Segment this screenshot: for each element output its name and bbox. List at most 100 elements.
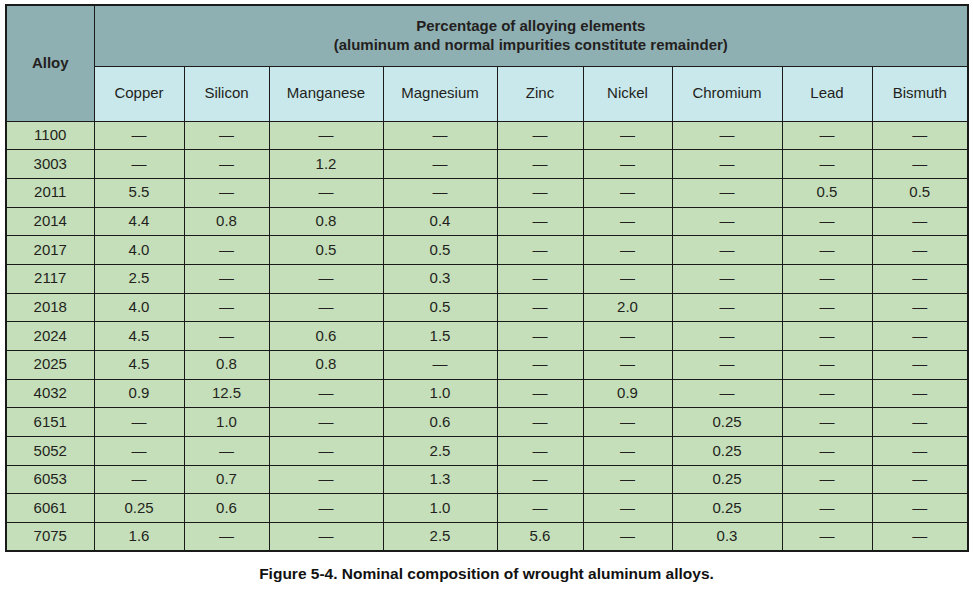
cell-value: —: [184, 236, 269, 265]
cell-value: 0.25: [672, 465, 782, 494]
cell-value: 0.25: [672, 408, 782, 437]
table-row: 20115.5——————0.50.5: [6, 178, 968, 207]
cell-value: —: [782, 121, 872, 150]
cell-value: —: [583, 178, 672, 207]
cell-value: —: [672, 379, 782, 408]
cell-value: —: [672, 236, 782, 265]
cell-value: 1.2: [269, 150, 383, 179]
cell-value: 0.4: [383, 207, 497, 236]
cell-value: —: [94, 121, 184, 150]
cell-value: —: [583, 408, 672, 437]
cell-value: 0.25: [672, 494, 782, 523]
cell-value: —: [782, 437, 872, 466]
cell-value: —: [269, 264, 383, 293]
cell-value: 0.25: [94, 494, 184, 523]
alloy-id: 2017: [6, 236, 94, 265]
cell-value: —: [583, 264, 672, 293]
column-header-copper: Copper: [94, 66, 184, 121]
cell-value: 12.5: [184, 379, 269, 408]
cell-value: —: [872, 121, 968, 150]
cell-value: —: [872, 322, 968, 351]
column-header-bismuth: Bismuth: [872, 66, 968, 121]
cell-value: 4.5: [94, 351, 184, 380]
cell-value: 0.7: [184, 465, 269, 494]
cell-value: —: [872, 207, 968, 236]
column-header-chromium: Chromium: [672, 66, 782, 121]
cell-value: —: [269, 408, 383, 437]
cell-value: 2.5: [94, 264, 184, 293]
cell-value: —: [383, 351, 497, 380]
group-header-line1: Percentage of alloying elements: [95, 17, 968, 36]
alloy-id: 2024: [6, 322, 94, 351]
cell-value: —: [497, 207, 583, 236]
cell-value: —: [497, 379, 583, 408]
cell-value: —: [184, 293, 269, 322]
cell-value: —: [497, 322, 583, 351]
figure-caption: Figure 5-4. Nominal composition of wroug…: [0, 565, 973, 583]
cell-value: —: [782, 236, 872, 265]
cell-value: 0.3: [672, 523, 782, 552]
cell-value: —: [672, 322, 782, 351]
cell-value: —: [383, 121, 497, 150]
cell-value: —: [269, 523, 383, 552]
column-header-silicon: Silicon: [184, 66, 269, 121]
cell-value: —: [583, 322, 672, 351]
table-row: 20174.0—0.50.5—————: [6, 236, 968, 265]
cell-value: —: [497, 437, 583, 466]
table-row: 60610.250.6—1.0——0.25——: [6, 494, 968, 523]
alloy-id: 2117: [6, 264, 94, 293]
cell-value: 4.0: [94, 293, 184, 322]
cell-value: —: [872, 264, 968, 293]
cell-value: —: [497, 236, 583, 265]
cell-value: 0.6: [184, 494, 269, 523]
group-header-line2: (aluminum and normal impurities constitu…: [95, 36, 968, 55]
cell-value: —: [269, 178, 383, 207]
column-header-magnesium: Magnesium: [383, 66, 497, 121]
cell-value: —: [497, 264, 583, 293]
alloy-column-header: Alloy: [6, 5, 94, 121]
table-row: 40320.912.5—1.0—0.9———: [6, 379, 968, 408]
cell-value: —: [672, 264, 782, 293]
cell-value: —: [184, 178, 269, 207]
cell-value: 0.25: [672, 437, 782, 466]
cell-value: —: [782, 351, 872, 380]
group-column-header: Percentage of alloying elements (aluminu…: [94, 5, 968, 66]
cell-value: —: [184, 437, 269, 466]
cell-value: 2.5: [383, 437, 497, 466]
table-row: 3003——1.2——————: [6, 150, 968, 179]
cell-value: —: [94, 408, 184, 437]
cell-value: —: [269, 121, 383, 150]
cell-value: —: [583, 465, 672, 494]
table-row: 70751.6——2.55.6—0.3——: [6, 523, 968, 552]
cell-value: —: [269, 465, 383, 494]
alloy-id: 2018: [6, 293, 94, 322]
cell-value: 5.6: [497, 523, 583, 552]
cell-value: —: [672, 178, 782, 207]
cell-value: —: [94, 437, 184, 466]
table-row: 20184.0——0.5—2.0———: [6, 293, 968, 322]
cell-value: 1.0: [383, 494, 497, 523]
cell-value: 0.5: [782, 178, 872, 207]
alloy-id: 2025: [6, 351, 94, 380]
table-body: 1100—————————3003——1.2——————20115.5—————…: [6, 121, 968, 551]
cell-value: 5.5: [94, 178, 184, 207]
alloy-id: 5052: [6, 437, 94, 466]
cell-value: —: [872, 236, 968, 265]
cell-value: —: [497, 408, 583, 437]
cell-value: —: [269, 437, 383, 466]
cell-value: —: [383, 150, 497, 179]
cell-value: —: [872, 379, 968, 408]
cell-value: —: [672, 351, 782, 380]
alloy-id: 6061: [6, 494, 94, 523]
cell-value: —: [184, 264, 269, 293]
cell-value: 1.5: [383, 322, 497, 351]
cell-value: —: [782, 264, 872, 293]
cell-value: —: [184, 150, 269, 179]
cell-value: —: [872, 494, 968, 523]
alloy-id: 2014: [6, 207, 94, 236]
cell-value: —: [872, 437, 968, 466]
cell-value: 1.0: [383, 379, 497, 408]
cell-value: —: [782, 150, 872, 179]
cell-value: —: [872, 351, 968, 380]
cell-value: —: [782, 494, 872, 523]
